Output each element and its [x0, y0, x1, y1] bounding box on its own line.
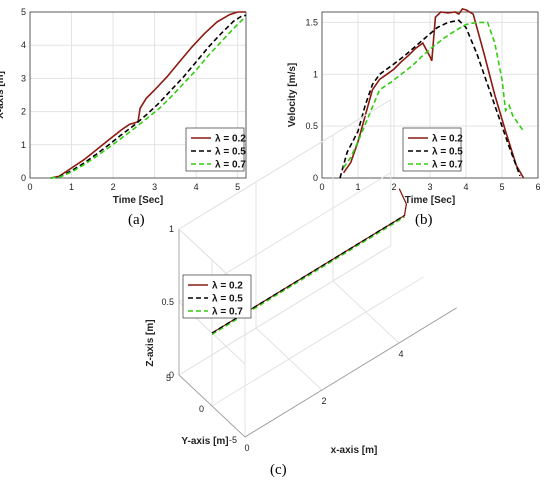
grid-line-y [178, 245, 392, 376]
x-tick-label: 1 [355, 182, 360, 192]
x-tick-label: 1 [69, 182, 74, 192]
y-tick-label: 1 [313, 69, 318, 79]
x-axis-label: Time [Sec] [405, 195, 455, 206]
grid-line-x [332, 280, 400, 344]
y-tick-label: 4 [21, 40, 26, 50]
y-tick-label: 1 [21, 140, 26, 150]
y-tick-label: 3 [21, 73, 26, 83]
series-line-3 [211, 216, 405, 336]
series-line-1 [50, 11, 246, 179]
z-axis-label: Z-axis [m] [145, 319, 156, 366]
y-tick-label: 0 [199, 404, 204, 414]
axis-edge-x [244, 307, 457, 438]
x-tick-label: 0 [27, 182, 32, 192]
grid-line-z [178, 301, 246, 365]
x-tick-label: 3 [152, 182, 157, 192]
y-tick-label: 2 [21, 107, 26, 117]
caption-b: (b) [415, 212, 433, 228]
y-tick-label: 0.5 [305, 121, 318, 131]
legend-label-3: λ = 0.7 [215, 160, 246, 171]
y-tick-label: 0 [313, 173, 318, 183]
legend-label-1: λ = 0.2 [212, 281, 243, 292]
series-line-2 [50, 14, 247, 179]
z-tick-label: 0 [169, 370, 174, 380]
y-tick-label: 5 [166, 373, 171, 383]
caption-a: (a) [128, 212, 145, 228]
x-tick-label: 6 [535, 182, 540, 192]
legend-box [402, 127, 462, 172]
plot-frame [321, 11, 539, 179]
grid-line-y [244, 307, 458, 438]
series-line-1 [342, 7, 525, 179]
legend-label-2: λ = 0.5 [432, 147, 463, 158]
y-axis-label: Velocity [m/s] [287, 63, 298, 127]
legend-label-2: λ = 0.5 [215, 147, 246, 158]
x-tick-label: 4 [194, 182, 199, 192]
x-tick-label: 5 [235, 182, 240, 192]
x-tick-label: 5 [499, 182, 504, 192]
series-line-3 [50, 16, 247, 179]
legend-label-2: λ = 0.5 [212, 294, 243, 305]
chart-a-plot: 0 1 2 3 4 5 0 1 2 3 4 5 Time [Sec] X-axis [m] λ = 0.2 λ… [0, 7, 247, 206]
grid-line-z [178, 245, 392, 376]
plot-frame [29, 11, 247, 179]
x-tick-label: 0 [244, 443, 249, 453]
grid-line-x [255, 327, 323, 391]
y-axis-label: X-axis [m] [0, 71, 6, 119]
caption-c: (c) [270, 462, 287, 478]
chart-b-plot: 0 1 2 3 4 5 6 0 0.5 1 1.5 Time [Sec] Velocity [m/s] λ… [287, 7, 541, 206]
y-tick-label: -5 [229, 435, 237, 445]
grid-line-x [178, 374, 246, 438]
x-tick-label: 2 [111, 182, 116, 192]
series-line-2 [339, 19, 521, 179]
y-tick-label: 1.5 [305, 17, 318, 27]
legend-box [182, 274, 252, 319]
legend-label-3: λ = 0.7 [212, 307, 243, 318]
chart-x-position: 0 1 2 3 4 5 0 1 2 3 4 5 Time [Sec] X-axis [m] λ = 0.2 λ… [0, 7, 247, 206]
x-axis-label: Time [Sec] [113, 195, 163, 206]
axis-edge-y [178, 374, 246, 438]
x-axis-label: x-axis [m] [331, 445, 378, 456]
x-tick-label: 4 [398, 349, 403, 359]
legend-label-1: λ = 0.2 [432, 134, 463, 145]
series-line-3 [342, 21, 525, 169]
grid-line-y [211, 276, 425, 407]
z-tick-label: 0.5 [161, 297, 174, 307]
x-tick-label: 4 [463, 182, 468, 192]
box-edge [178, 228, 246, 292]
legend-label-1: λ = 0.2 [215, 134, 246, 145]
x-tick-label: 2 [391, 182, 396, 192]
series-line-2 [211, 214, 405, 334]
y-tick-label: 0 [21, 173, 26, 183]
y-tick-label: 5 [21, 7, 26, 17]
y-axis-label: Y-axis [m] [181, 436, 228, 447]
x-tick-label: 2 [321, 396, 326, 406]
grid-line-z [178, 228, 246, 292]
x-tick-label: 0 [319, 182, 324, 192]
legend-label-3: λ = 0.7 [432, 160, 463, 171]
grid-line-z [178, 374, 246, 438]
x-tick-label: 3 [427, 182, 432, 192]
